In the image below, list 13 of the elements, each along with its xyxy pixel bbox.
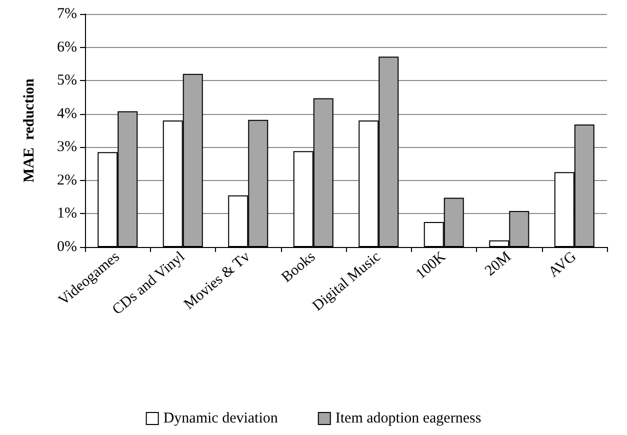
y-tick-label: 6% <box>57 39 77 56</box>
y-tick-label: 7% <box>57 6 77 22</box>
y-tick-label: 0% <box>57 239 77 255</box>
legend-label: Dynamic deviation <box>163 410 278 426</box>
legend-label: Item adoption eagerness <box>335 410 482 426</box>
y-tick-label: 4% <box>57 106 77 122</box>
y-tick-label: 1% <box>57 206 77 222</box>
y-tick-label: 5% <box>57 72 77 89</box>
y-axis-title: MAE reduction <box>22 78 38 182</box>
y-tick-label: 3% <box>57 139 77 156</box>
x-tick-label: 20M <box>482 248 514 280</box>
y-tick-label: 2% <box>57 172 77 188</box>
x-tick-label: AVG <box>546 248 580 281</box>
